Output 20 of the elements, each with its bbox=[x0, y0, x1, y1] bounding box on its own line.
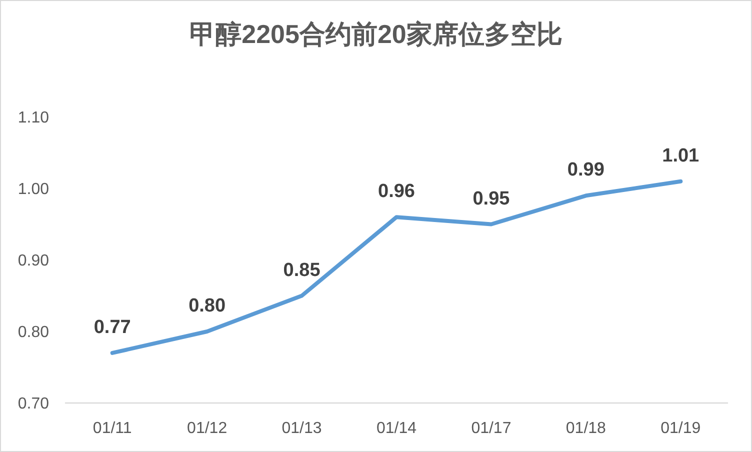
data-label: 0.99 bbox=[567, 160, 604, 181]
data-label: 0.80 bbox=[188, 296, 226, 316]
x-tick-label: 01/18 bbox=[566, 420, 606, 437]
data-label: 0.96 bbox=[378, 181, 415, 202]
x-tick-label: 01/17 bbox=[471, 420, 512, 437]
y-tick-label: 1.00 bbox=[18, 181, 50, 198]
y-tick-label: 0.80 bbox=[18, 324, 50, 342]
chart-title: 甲醇2205合约前20家席位多空比 bbox=[190, 19, 562, 49]
data-label: 0.95 bbox=[472, 188, 510, 210]
data-label: 0.85 bbox=[283, 260, 321, 281]
x-tick-label: 01/11 bbox=[92, 420, 132, 437]
x-tick-label: 01/14 bbox=[376, 420, 417, 437]
data-label: 1.01 bbox=[662, 145, 700, 166]
y-tick-label: 0.90 bbox=[18, 252, 50, 270]
x-tick-label: 01/19 bbox=[660, 420, 701, 437]
y-tick-label: 1.10 bbox=[18, 110, 50, 127]
y-tick-label: 0.70 bbox=[18, 396, 50, 413]
x-tick-label: 01/13 bbox=[282, 420, 322, 437]
x-tick-label: 01/12 bbox=[187, 420, 228, 437]
data-label: 0.77 bbox=[94, 316, 131, 338]
